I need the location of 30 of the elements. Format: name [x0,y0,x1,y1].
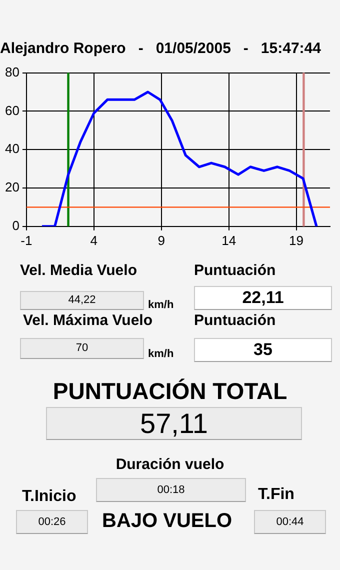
text: 44,22 [20,291,144,310]
x-tick-label: 4 [90,232,98,248]
x-tick-label: 9 [158,232,165,248]
text: T.Inicio [22,488,76,506]
text: T.Fin [258,486,294,504]
text: km/h [148,348,174,360]
x-tick-label: 14 [222,232,236,248]
text: 00:26 [16,510,88,534]
text: 00:18 [96,478,246,502]
text: 22,11 [194,286,332,310]
text: 35 [194,338,332,362]
y-tick-label: 60 [4,102,20,118]
text: Duración vuelo [114,456,226,473]
text: km/h [148,299,174,311]
text: Vel. Media Vuelo [20,262,137,279]
text: Puntuación [194,312,276,329]
y-tick-label: 20 [4,180,20,195]
text: BAJO VUELO [102,510,232,533]
chart-title: Alejandro Ropero - 01/05/2005 - 15:47:44 [0,40,321,57]
text: 70 [20,338,144,359]
text: 57,11 [46,407,302,440]
y-tick-label: 40 [4,141,20,156]
text: Puntuación [194,262,276,279]
text: Vel. Máxima Vuelo [23,312,152,329]
text: 00:44 [254,510,326,534]
x-tick-label: -1 [20,232,32,248]
y-tick-label: 0 [12,218,20,233]
x-tick-label: 19 [289,232,304,248]
text: PUNTUACIÓN TOTAL [52,378,288,405]
y-tick-label: 80 [4,64,20,80]
